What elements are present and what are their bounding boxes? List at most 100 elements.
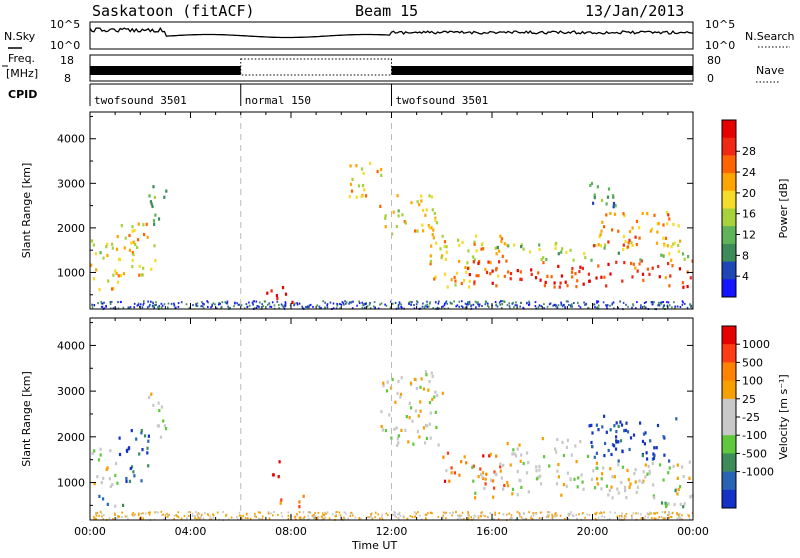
data-cell [494,246,497,250]
data-cell [376,169,379,174]
data-cell [664,276,667,280]
colorbar-segment [722,362,736,382]
nsky-tick-bottom: 10^0 [50,39,80,52]
data-cell [146,235,149,239]
ground-scatter-cell [258,305,260,308]
y-tick-label: 2000 [57,222,85,235]
ground-scatter-cell [555,515,557,518]
data-cell [576,279,579,283]
ground-scatter-cell [334,511,337,514]
data-cell [679,239,682,243]
data-cell [620,423,624,427]
data-cell [419,385,422,389]
ground-scatter-cell [317,516,320,519]
ground-scatter-cell [482,514,485,517]
data-cell [135,437,138,441]
ground-scatter-cell [332,307,335,310]
ground-scatter-cell [151,304,154,307]
ground-scatter-cell [516,304,518,307]
ground-scatter-cell [686,306,689,309]
colorbar-tick-label: 12 [742,229,756,242]
colorbar-tick-label: -500 [742,447,767,460]
ground-scatter-cell [98,514,100,517]
ground-scatter-cell [398,513,400,515]
data-cell [464,265,467,270]
ground-scatter-cell [656,511,659,514]
data-cell [641,272,645,276]
ground-scatter-cell [264,300,267,303]
data-cell [605,484,608,488]
data-cell [663,453,666,457]
ground-scatter-cell [176,515,178,518]
data-cell [127,447,130,451]
data-cell [467,249,470,253]
data-cell [689,495,692,499]
ground-scatter-cell [351,513,354,516]
data-cell [146,451,149,455]
data-cell [429,436,432,440]
ground-scatter-cell [609,511,612,514]
ground-scatter-cell [640,517,643,520]
data-cell [298,500,301,504]
ground-scatter-cell [515,301,517,304]
nsky-panel [89,21,694,50]
ground-scatter-cell [240,304,243,307]
ground-scatter-cell [325,512,327,515]
ground-scatter-cell [620,514,623,517]
ground-scatter-cell [650,512,652,515]
data-cell [400,376,403,380]
ground-scatter-cell [296,303,299,306]
data-cell [152,403,155,407]
data-cell [542,261,545,265]
data-cell [429,262,432,266]
colorbar-tick-label: 100 [742,375,763,388]
data-cell [112,273,115,277]
data-cell [603,225,606,229]
ground-scatter-cell [145,512,147,515]
data-cell [527,490,530,494]
data-cell [280,498,283,502]
ground-scatter-cell [261,515,264,518]
ground-scatter-cell [670,515,672,518]
ground-scatter-cell [569,512,571,515]
data-cell [642,470,645,474]
ground-scatter-cell [103,301,105,304]
ground-scatter-cell [447,307,450,310]
ground-scatter-cell [689,518,691,521]
data-cell [614,447,618,451]
ground-scatter-cell [371,518,374,521]
data-cell [587,272,590,276]
data-cell [615,260,618,264]
ground-scatter-cell [496,305,499,308]
ground-scatter-cell [530,515,533,518]
data-cell [636,485,639,489]
ground-scatter-cell [191,515,194,517]
data-cell [446,285,449,289]
ground-scatter-cell [209,515,212,518]
data-cell [413,377,416,381]
data-cell [380,173,383,177]
ground-scatter-cell [531,518,533,520]
data-cell [557,475,560,479]
data-cell [137,238,140,242]
ground-scatter-cell [659,301,662,304]
data-cell [472,464,475,468]
ground-scatter-cell [632,304,635,307]
data-cell [147,464,150,468]
data-cell [621,465,624,469]
data-cell [484,482,487,486]
data-cell [652,456,656,460]
data-cell [599,244,602,248]
data-cell [384,225,387,229]
ground-scatter-cell [243,307,246,310]
data-cell [487,260,490,264]
data-cell [419,400,422,404]
ground-scatter-cell [299,518,302,521]
data-cell [646,472,649,476]
ground-scatter-cell [671,511,674,514]
ground-scatter-cell [368,516,371,519]
data-cell [133,229,136,233]
ground-scatter-cell [160,510,163,513]
ground-scatter-cell [568,514,570,517]
data-cell [381,428,384,432]
